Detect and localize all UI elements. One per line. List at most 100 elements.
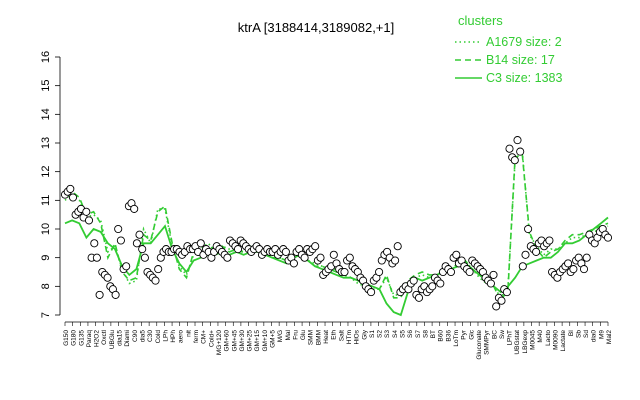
- data-point: [393, 242, 402, 251]
- data-points: [60, 136, 613, 311]
- x-tick-label: S1: [369, 330, 376, 338]
- data-point: [452, 250, 461, 259]
- y-axis: 7 8 9 10 11 12 13 14 15 16: [40, 51, 61, 318]
- x-axis: G150 G180 G135 Paraq H2O2 Oxctl UBGlu dia15 Diam…: [63, 321, 613, 360]
- x-tick-label: GM+10: [262, 330, 269, 352]
- x-tick-label: GM+60: [224, 330, 231, 352]
- x-tick-label: Sb: [575, 330, 582, 338]
- x-tick-label: Gly: [361, 329, 368, 340]
- data-point: [281, 247, 290, 256]
- x-tick-label: Mal: [285, 329, 292, 340]
- x-tick-label: Gluconate: [476, 330, 483, 360]
- x-tick-label: G150: [63, 330, 70, 346]
- data-point: [345, 253, 354, 262]
- data-point: [391, 256, 400, 265]
- x-tick-label: Cold+: [208, 330, 215, 347]
- data-point: [114, 224, 123, 234]
- x-tick-label: dia5: [139, 330, 146, 343]
- data-point: [367, 288, 376, 297]
- x-tick-label: GM+25: [247, 330, 254, 352]
- data-point: [233, 245, 243, 254]
- data-point: [492, 302, 501, 311]
- data-point: [66, 184, 75, 193]
- x-tick-label: HiOs: [354, 329, 361, 344]
- data-point: [196, 239, 205, 248]
- x-tick-label: aero: [178, 330, 185, 343]
- x-tick-label: Salt: [338, 330, 345, 341]
- data-point: [375, 267, 384, 277]
- x-ticks: G150 G180 G135 Paraq H2O2 Oxctl UBGlu dia15 Diam…: [63, 322, 613, 360]
- x-tick-label: S4: [392, 330, 399, 338]
- data-point: [579, 265, 589, 274]
- legend-entries: A1679 size: 2 B14 size: 17 C3 size: 1383: [455, 35, 562, 85]
- data-point: [92, 253, 101, 262]
- data-point: [521, 250, 530, 259]
- y-tick-label: 14: [40, 108, 52, 120]
- data-point: [446, 267, 456, 277]
- legend-title: clusters: [458, 13, 503, 28]
- data-point: [502, 288, 511, 297]
- legend-label: B14 size: 17: [486, 53, 555, 67]
- data-point: [329, 250, 338, 259]
- x-tick-label: ferm: [193, 330, 200, 343]
- x-tick-label: S2: [377, 330, 384, 338]
- data-point: [90, 239, 99, 248]
- x-tick-label: LBGexp: [522, 330, 529, 354]
- x-tick-label: Pyr: [461, 329, 468, 340]
- data-point: [524, 224, 533, 234]
- data-point: [486, 279, 495, 288]
- y-ticks: 7 8 9 10 11 12 13 14 15 16: [40, 51, 60, 318]
- x-tick-label: nit: [185, 330, 192, 337]
- data-point: [154, 265, 163, 274]
- x-tick-label: Sw: [499, 330, 506, 339]
- data-point: [513, 136, 522, 145]
- x-tick-label: BC: [491, 330, 498, 339]
- y-tick-label: 9: [40, 255, 52, 261]
- x-tick-label: S7: [415, 330, 422, 338]
- x-tick-label: LoTm: [453, 330, 460, 347]
- x-tick-label: Lacto: [545, 330, 552, 346]
- data-point: [132, 239, 141, 248]
- x-tick-label: Cold: [155, 330, 162, 344]
- data-point: [138, 245, 147, 254]
- data-point: [436, 279, 445, 288]
- x-tick-label: M40: [537, 330, 544, 343]
- data-point: [289, 259, 298, 268]
- x-tick-label: HTm: [346, 330, 353, 344]
- y-tick-label: 7: [40, 312, 52, 318]
- y-tick-label: 15: [40, 80, 52, 92]
- data-point: [414, 293, 424, 302]
- data-point: [151, 276, 160, 285]
- data-point: [103, 273, 112, 282]
- x-tick-label: LPh: [162, 330, 169, 342]
- data-point: [409, 276, 418, 285]
- y-tick-label: 10: [40, 223, 52, 235]
- series-line-solid: [64, 216, 609, 317]
- x-tick-label: BI: [568, 330, 575, 336]
- y-tick-label: 11: [40, 195, 52, 206]
- y-tick-label: 13: [40, 137, 52, 149]
- x-tick-label: S5: [400, 330, 407, 338]
- data-point: [516, 147, 525, 156]
- x-tick-label: Mal2: [606, 330, 613, 344]
- chart-title: ktrA [3188414,3189082,+1]: [238, 20, 395, 35]
- x-tick-label: M0045: [530, 330, 537, 350]
- data-point: [95, 290, 104, 299]
- x-tick-label: B36: [445, 330, 452, 342]
- x-tick-label: BMM: [315, 330, 322, 345]
- data-point: [505, 144, 514, 153]
- legend: clusters A1679 size: 2 B14 size: 17 C3 siz…: [455, 13, 562, 85]
- data-point: [111, 290, 120, 299]
- data-point: [569, 265, 578, 274]
- data-point: [582, 253, 591, 262]
- y-tick-label: 12: [40, 166, 52, 178]
- data-point: [428, 282, 437, 291]
- data-point: [300, 253, 309, 262]
- data-point: [68, 193, 78, 202]
- x-tick-label: GM+30: [239, 330, 246, 352]
- x-tick-label: S3: [384, 330, 391, 338]
- x-tick-label: G180: [71, 330, 78, 346]
- x-tick-label: HPh: [170, 330, 177, 343]
- x-tick-label: Fru: [292, 330, 299, 340]
- data-point: [82, 207, 91, 216]
